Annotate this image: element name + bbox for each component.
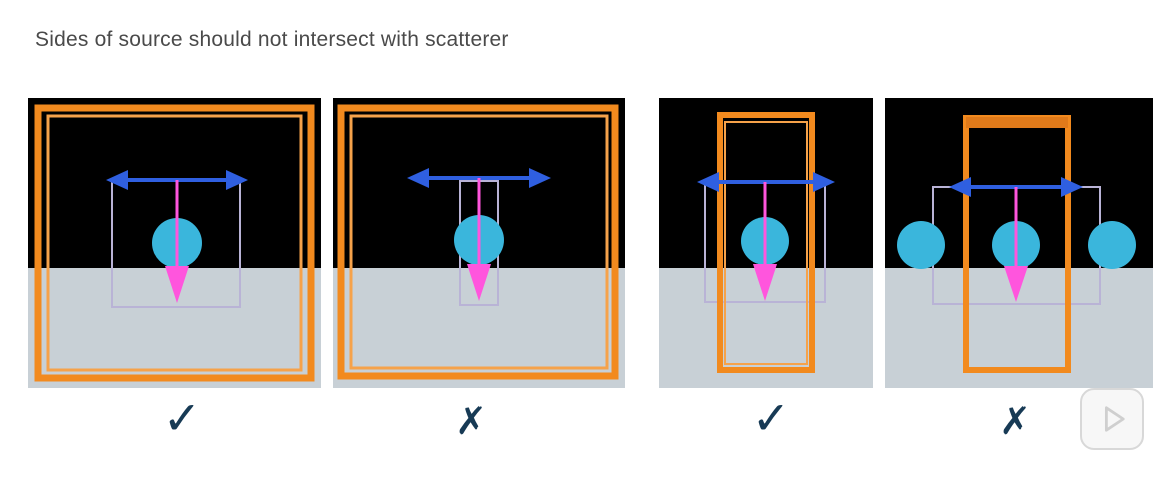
check-icon: ✓ — [751, 391, 791, 445]
source-frame-inner — [349, 114, 609, 370]
direction-arrow-right — [226, 170, 248, 190]
source-frame — [717, 112, 815, 373]
cross-icon: ✗ — [455, 399, 487, 443]
panel-2-svg — [333, 98, 625, 388]
diagram-panel-2 — [333, 98, 625, 388]
panel-3-svg — [659, 98, 873, 388]
direction-arrow-left — [407, 168, 429, 188]
diagram-panel-3 — [659, 98, 873, 388]
slide-caption: Sides of source should not intersect wit… — [35, 28, 509, 51]
panel-4-svg — [885, 98, 1153, 388]
propagation-arrow-head — [753, 264, 777, 301]
scatterer-circle-left — [897, 221, 945, 269]
source-frame — [337, 104, 619, 380]
propagation-arrow-head — [1004, 266, 1028, 302]
diagram-panel-4 — [885, 98, 1153, 388]
source-frame — [34, 104, 315, 382]
direction-arrow-right — [529, 168, 551, 188]
cross-icon: ✗ — [999, 399, 1031, 443]
check-icon: ✓ — [162, 391, 202, 445]
play-button[interactable] — [1080, 388, 1144, 450]
panel-1-svg — [28, 98, 321, 388]
direction-arrow-right — [1061, 177, 1083, 197]
play-icon — [1104, 406, 1125, 432]
source-frame-inner — [46, 114, 303, 372]
direction-arrow-right — [813, 172, 835, 192]
direction-arrow-left — [697, 172, 719, 192]
propagation-arrow-head — [467, 264, 491, 301]
propagation-arrow-head — [165, 266, 189, 303]
diagram-panel-1 — [28, 98, 321, 388]
direction-arrow-left — [106, 170, 128, 190]
source-frame-top — [966, 117, 1068, 128]
source-frame-inner — [724, 121, 808, 365]
direction-arrow-left — [949, 177, 971, 197]
scatterer-circle-right — [1088, 221, 1136, 269]
